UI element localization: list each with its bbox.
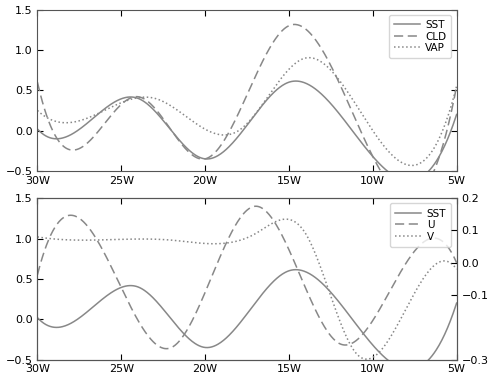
U (453, 260, 459, 265)
SST (282, 271, 288, 275)
U (109, 265, 115, 270)
V (282, 217, 288, 222)
U (35, 272, 41, 277)
V (283, 217, 289, 222)
CLD (315, 41, 321, 46)
CLD (109, 112, 115, 117)
SST (142, 289, 148, 293)
CLD (453, 84, 459, 89)
SST (453, 112, 459, 117)
Legend: SST, U, V: SST, U, V (390, 203, 452, 247)
CLD (224, 133, 230, 138)
CLD (407, 196, 412, 201)
V (35, 234, 41, 239)
U (163, 347, 169, 351)
CLD (142, 97, 148, 102)
SST (406, 179, 412, 183)
SST (292, 79, 298, 83)
SST (109, 101, 115, 106)
U (351, 340, 357, 344)
Line: V: V (38, 219, 456, 359)
U (283, 241, 289, 245)
SST (35, 127, 41, 131)
SST (406, 367, 412, 372)
VAP (282, 72, 288, 77)
CLD (291, 22, 297, 27)
CLD (282, 26, 288, 31)
VAP (409, 163, 415, 168)
VAP (453, 84, 459, 89)
Line: SST: SST (38, 81, 456, 181)
SST (315, 277, 321, 282)
VAP (35, 108, 41, 113)
SST (351, 319, 357, 323)
CLD (35, 80, 41, 84)
Line: U: U (38, 206, 456, 349)
V (351, 348, 357, 352)
Legend: SST, CLD, VAP: SST, CLD, VAP (389, 15, 452, 58)
V (142, 237, 148, 241)
SST (351, 130, 357, 135)
SST (282, 82, 288, 87)
U (225, 238, 231, 242)
VAP (315, 58, 321, 62)
U (142, 329, 148, 334)
V (453, 267, 459, 271)
VAP (109, 105, 115, 109)
V (315, 258, 321, 263)
SST (35, 315, 41, 320)
U (316, 314, 322, 319)
VAP (306, 55, 312, 60)
SST (292, 268, 298, 272)
V (224, 241, 230, 245)
VAP (224, 133, 230, 137)
Line: SST: SST (38, 270, 456, 369)
U (253, 204, 259, 209)
SST (453, 301, 459, 306)
V (364, 357, 370, 361)
V (109, 238, 115, 242)
VAP (351, 99, 357, 103)
Line: CLD: CLD (38, 24, 456, 198)
Line: VAP: VAP (38, 58, 456, 165)
SST (224, 335, 230, 339)
VAP (142, 95, 148, 100)
SST (224, 146, 230, 151)
CLD (351, 113, 357, 118)
SST (315, 89, 321, 93)
SST (109, 290, 115, 295)
SST (142, 100, 148, 104)
